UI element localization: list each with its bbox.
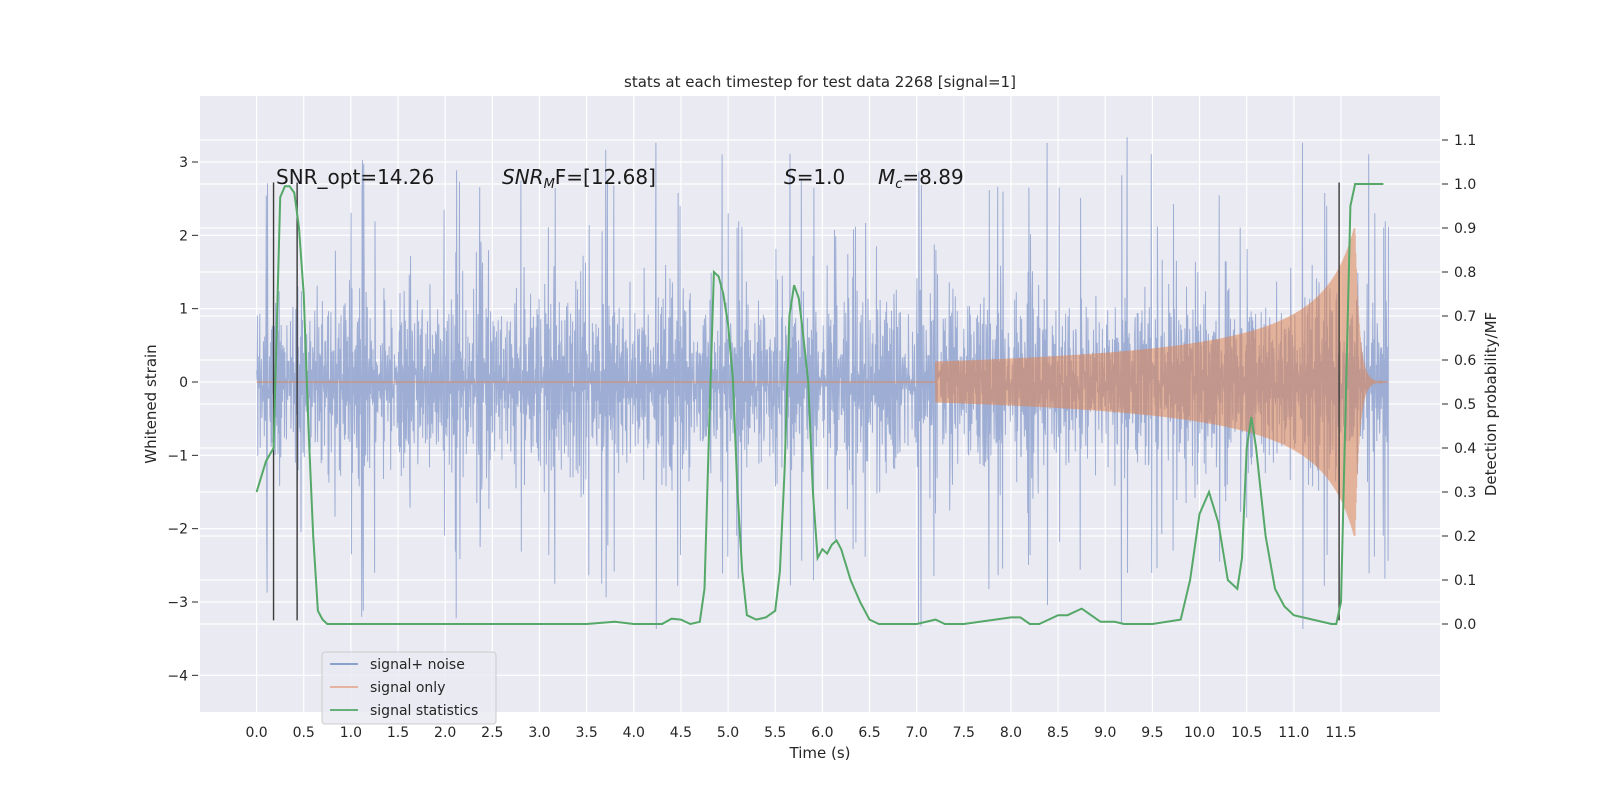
legend-label-signal-plus-noise: signal+ noise [370,657,465,673]
x-tick-label: 7.5 [953,725,975,741]
legend-label-signal-statistics: signal statistics [370,703,478,719]
y2-tick-label: 0.1 [1454,573,1476,589]
x-tick-label: 11.0 [1278,725,1309,741]
y2-axis-ticks: 1.1 1.0 0.9 0.8 0.7 0.6 0.5 0.4 0.3 0.2 0.1 0.0 [1442,133,1476,633]
x-axis-label: Time (s) [789,744,851,762]
x-tick-label: 11.5 [1325,725,1356,741]
annotation-s: S=1.0 [784,165,845,189]
y2-tick-label: 0.0 [1454,617,1476,633]
x-tick-label: 10.0 [1184,725,1215,741]
x-tick-label: 9.5 [1141,725,1163,741]
x-tick-label: 2.5 [481,725,503,741]
vertical-markers [272,182,1340,621]
x-tick-label: 1.5 [387,725,409,741]
y2-tick-label: 0.4 [1454,441,1476,457]
legend-label-signal-only: signal only [370,680,445,696]
y2-axis-label: Detection probability/MF [1482,312,1500,496]
y-axis-label: Whitened strain [142,344,160,463]
x-tick-label: 7.0 [906,725,928,741]
x-axis-ticks: 0.0 0.5 1.0 1.5 2.0 2.5 3.0 3.5 4.0 4.5 5.0 5.5 6.0 6… [245,725,1356,741]
annotation-snr-mf: SNRMF=[12.68] [502,165,656,192]
y2-tick-label: 0.6 [1454,353,1476,369]
y-tick-label: 1 [179,302,188,318]
x-tick-label: 0.5 [293,725,315,741]
y2-tick-label: 0.8 [1454,265,1476,281]
x-tick-label: 6.0 [811,725,833,741]
y2-tick-label: 0.2 [1454,529,1476,545]
signal-only-trace [935,227,1389,537]
x-tick-label: 4.0 [623,725,645,741]
annotation-snr-opt: SNR_opt=14.26 [276,165,434,189]
x-tick-label: 0.0 [245,725,267,741]
y2-tick-label: 0.7 [1454,309,1476,325]
x-tick-label: 6.5 [858,725,880,741]
x-tick-label: 10.5 [1231,725,1262,741]
y2-tick-label: 1.1 [1454,133,1476,149]
plot-area [255,137,1389,630]
legend: signal+ noise signal only signal statist… [321,651,497,725]
x-tick-label: 1.0 [340,725,362,741]
series-signal-statistics [255,183,1384,626]
x-tick-label: 4.5 [670,725,692,741]
x-tick-label: 9.0 [1094,725,1116,741]
y-tick-label: 2 [179,228,188,244]
signal-statistics-line [255,183,1384,626]
annotations: SNR_opt=14.26 SNRMF=[12.68] S=1.0 Mc=8.8… [276,165,964,192]
y2-tick-label: 1.0 [1454,177,1476,193]
y2-tick-label: 0.3 [1454,485,1476,501]
chart-title: stats at each timestep for test data 226… [624,73,1016,91]
y-tick-label: 0 [179,375,188,391]
y-axis-ticks: 3 2 1 0 −1 −2 −3 −4 [167,155,198,684]
series-signal-only [256,227,1389,537]
x-tick-label: 3.0 [528,725,550,741]
y2-tick-label: 0.9 [1454,221,1476,237]
y-tick-label: −3 [167,595,188,611]
x-tick-label: 5.0 [717,725,739,741]
x-tick-label: 2.0 [434,725,456,741]
x-tick-label: 8.5 [1047,725,1069,741]
x-tick-label: 5.5 [764,725,786,741]
legend-box [321,651,497,725]
annotation-mc: Mc=8.89 [878,165,964,192]
y-tick-label: −2 [167,522,188,538]
y2-tick-label: 0.5 [1454,397,1476,413]
y-tick-label: 3 [179,155,188,171]
y-tick-label: −1 [167,448,188,464]
x-tick-label: 3.5 [575,725,597,741]
x-tick-label: 8.0 [1000,725,1022,741]
y-tick-label: −4 [167,668,188,684]
